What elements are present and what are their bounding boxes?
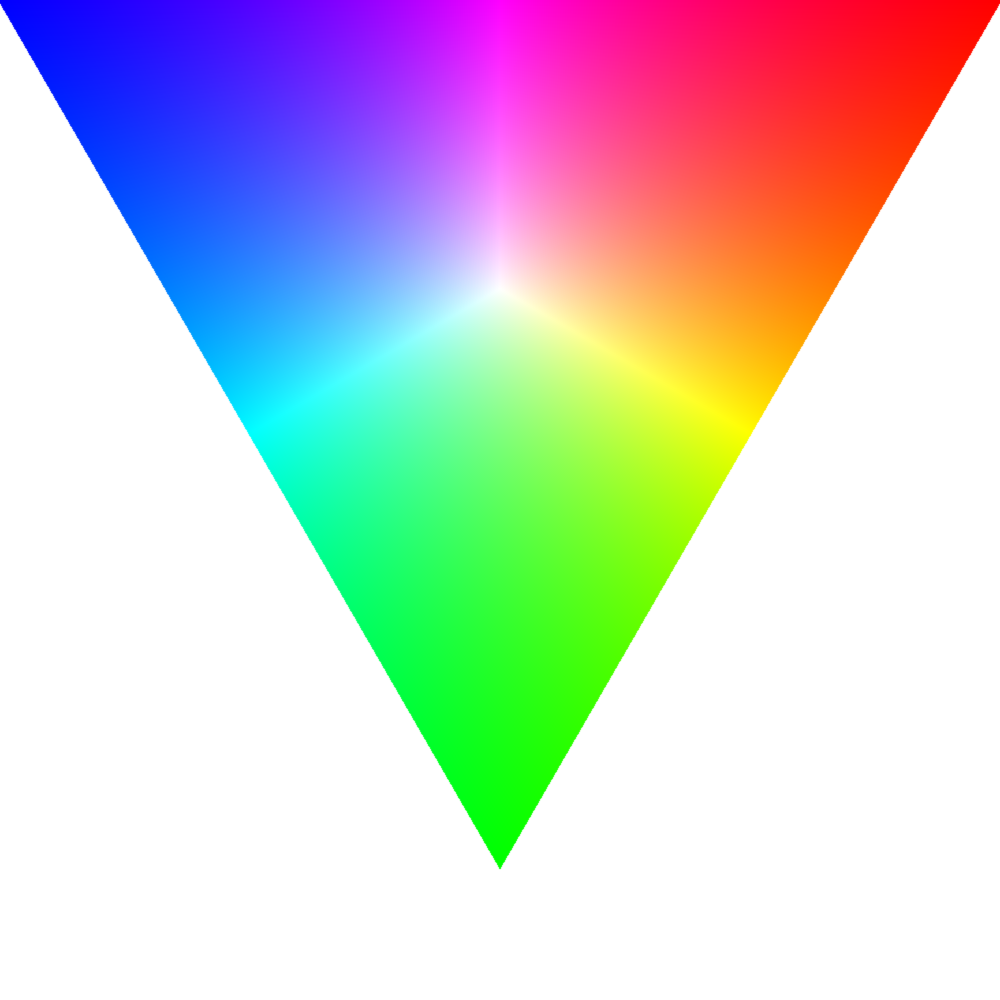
image-canvas-area [0,0,1000,1000]
rgb-color-triangle [0,0,1000,1000]
